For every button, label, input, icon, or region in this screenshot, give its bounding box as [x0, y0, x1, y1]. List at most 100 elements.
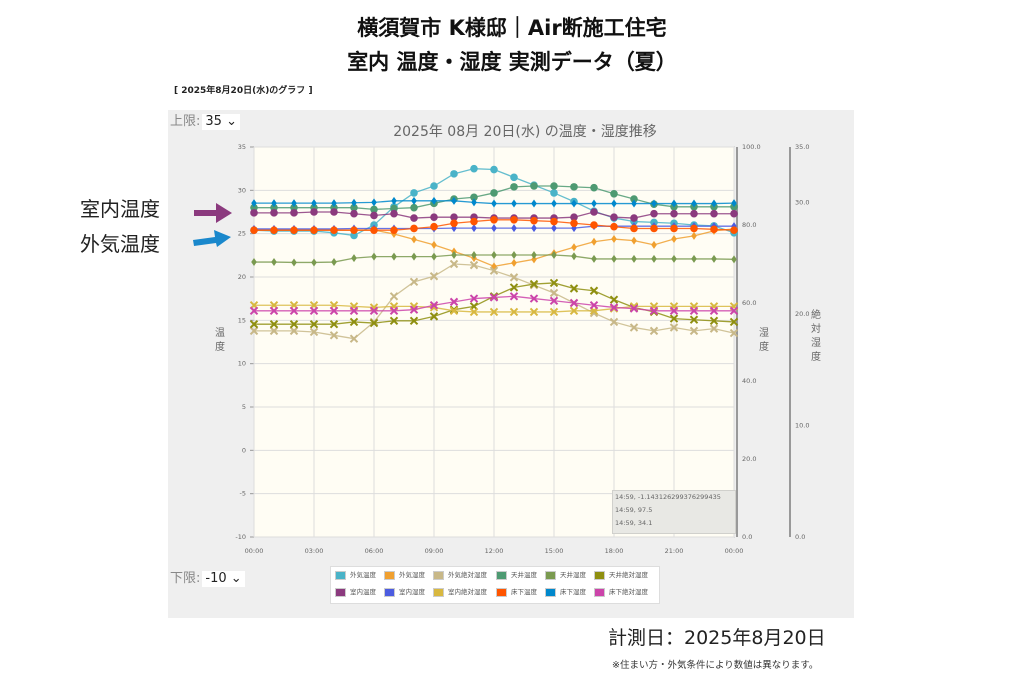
abs-humidity-tick-label: 10.0 — [795, 422, 809, 430]
temp-tick-label: 5 — [242, 403, 246, 411]
data-point — [469, 260, 479, 270]
data-point — [350, 226, 358, 234]
data-point — [689, 306, 699, 316]
data-point — [729, 317, 739, 327]
data-point — [489, 266, 499, 275]
legend-item[interactable]: 床下湿度 — [545, 588, 586, 597]
legend-item[interactable]: 外気湿度 — [384, 571, 425, 580]
temp-axis-label: 温度 — [215, 327, 225, 353]
data-point — [649, 306, 659, 316]
data-point — [430, 182, 438, 190]
data-point — [610, 190, 618, 198]
legend-item[interactable]: 天井温度 — [496, 571, 537, 580]
legend-swatch — [433, 588, 444, 597]
data-point — [449, 306, 459, 316]
legend-item[interactable]: 室内温度 — [335, 588, 376, 597]
temp-tick-label: 25 — [238, 230, 246, 238]
data-point — [269, 306, 279, 316]
tooltip-line: 14:59, 97.5 — [615, 506, 653, 514]
data-point — [290, 209, 298, 217]
legend-swatch — [335, 571, 346, 580]
upper-limit-control: 上限: 35 ⌄ — [170, 114, 240, 130]
data-point — [571, 224, 577, 233]
legend-item[interactable]: 外気温度 — [335, 571, 376, 580]
data-point — [591, 199, 597, 208]
data-point — [569, 284, 579, 293]
data-point — [509, 307, 519, 317]
data-point — [251, 258, 257, 267]
data-point — [671, 254, 677, 263]
data-point — [551, 251, 557, 260]
data-point — [391, 252, 397, 261]
data-point — [571, 199, 577, 208]
temp-tick-label: -5 — [240, 490, 246, 498]
data-point — [449, 297, 459, 307]
data-point — [389, 292, 399, 301]
data-point — [510, 216, 518, 224]
lower-limit-select[interactable]: -10 ⌄ — [202, 571, 245, 587]
legend-label: 室内温度 — [350, 588, 376, 596]
legend-item[interactable]: 床下絶対湿度 — [594, 588, 648, 597]
legend-item[interactable]: 天井絶対湿度 — [594, 571, 648, 580]
legend-swatch — [545, 571, 556, 580]
abs-humidity-tick-label: 35.0 — [795, 143, 809, 151]
data-point — [651, 240, 657, 249]
data-point — [509, 292, 519, 301]
humidity-tick-label: 40.0 — [742, 377, 756, 385]
data-point — [370, 211, 378, 220]
data-point — [249, 319, 259, 329]
data-point — [670, 209, 678, 218]
data-point — [650, 224, 658, 233]
data-point — [271, 258, 277, 267]
data-point — [311, 199, 317, 208]
data-point — [411, 235, 417, 244]
data-point — [609, 317, 619, 327]
data-point — [390, 204, 398, 213]
upper-limit-select[interactable]: 35 ⌄ — [202, 114, 240, 130]
data-point — [451, 196, 457, 205]
data-point — [529, 307, 539, 317]
data-point — [290, 226, 298, 234]
legend-item[interactable]: 外気絶対湿度 — [433, 571, 487, 580]
data-point — [351, 254, 357, 263]
temp-tick-label: 15 — [238, 316, 246, 324]
data-point — [629, 304, 639, 313]
data-point — [409, 316, 419, 326]
data-point — [489, 307, 499, 317]
data-point — [270, 209, 278, 217]
data-point — [491, 199, 497, 208]
data-point — [549, 307, 559, 317]
legend-label: 天井絶対湿度 — [609, 571, 648, 579]
data-point — [251, 199, 257, 208]
data-point — [350, 203, 358, 212]
data-point — [591, 254, 597, 263]
data-point — [370, 226, 378, 234]
data-point — [329, 306, 339, 316]
data-point — [709, 306, 719, 316]
data-point — [349, 306, 359, 316]
data-point — [331, 258, 337, 267]
data-point — [349, 317, 359, 327]
data-point — [509, 283, 519, 292]
legend-item[interactable]: 室内絶対湿度 — [433, 588, 487, 597]
data-point — [509, 273, 519, 282]
legend-item[interactable]: 室内湿度 — [384, 588, 425, 597]
legend-item[interactable]: 天井湿度 — [545, 571, 586, 580]
data-point — [731, 222, 737, 231]
data-point — [711, 254, 717, 263]
legend-swatch — [384, 571, 395, 580]
data-point — [329, 331, 339, 340]
data-point — [531, 224, 537, 233]
abs-humidity-tick-label: 30.0 — [795, 199, 809, 207]
measurement-date: 計測日：2025年8月20日 — [608, 627, 826, 649]
data-point — [689, 326, 699, 336]
x-tick-label: 00:00 — [245, 547, 264, 555]
x-tick-label: 15:00 — [545, 547, 564, 555]
data-point — [289, 326, 299, 336]
data-point — [551, 199, 557, 208]
legend-swatch — [594, 571, 605, 580]
data-point — [590, 221, 598, 229]
data-point — [511, 258, 517, 267]
legend-item[interactable]: 床下温度 — [496, 588, 537, 597]
legend-swatch — [594, 588, 605, 597]
